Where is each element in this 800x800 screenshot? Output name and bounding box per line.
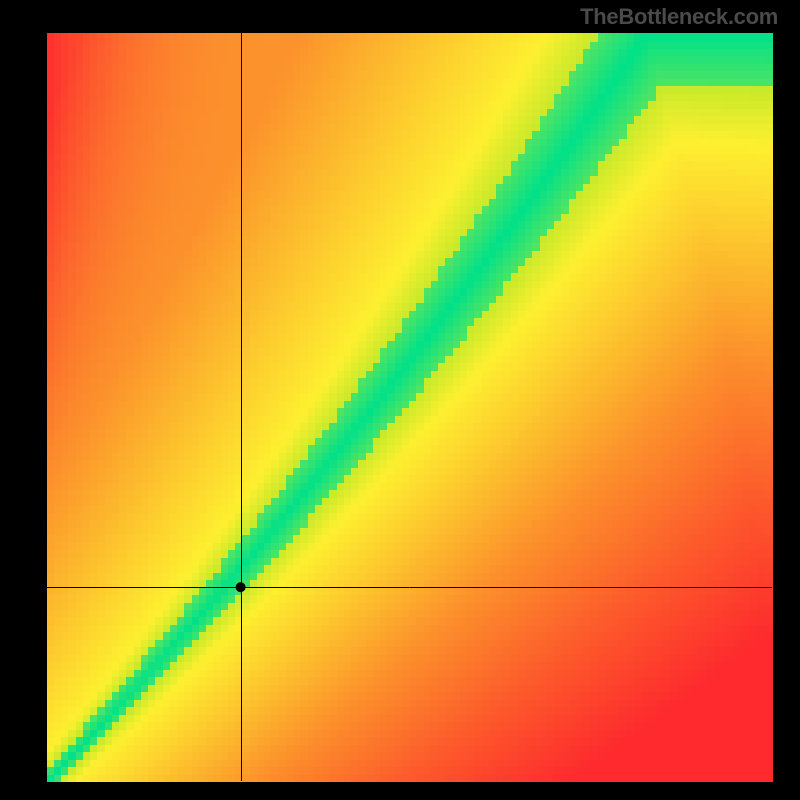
- chart-container: TheBottleneck.com: [0, 0, 800, 800]
- site-watermark: TheBottleneck.com: [580, 4, 778, 30]
- bottleneck-heatmap: [0, 0, 800, 800]
